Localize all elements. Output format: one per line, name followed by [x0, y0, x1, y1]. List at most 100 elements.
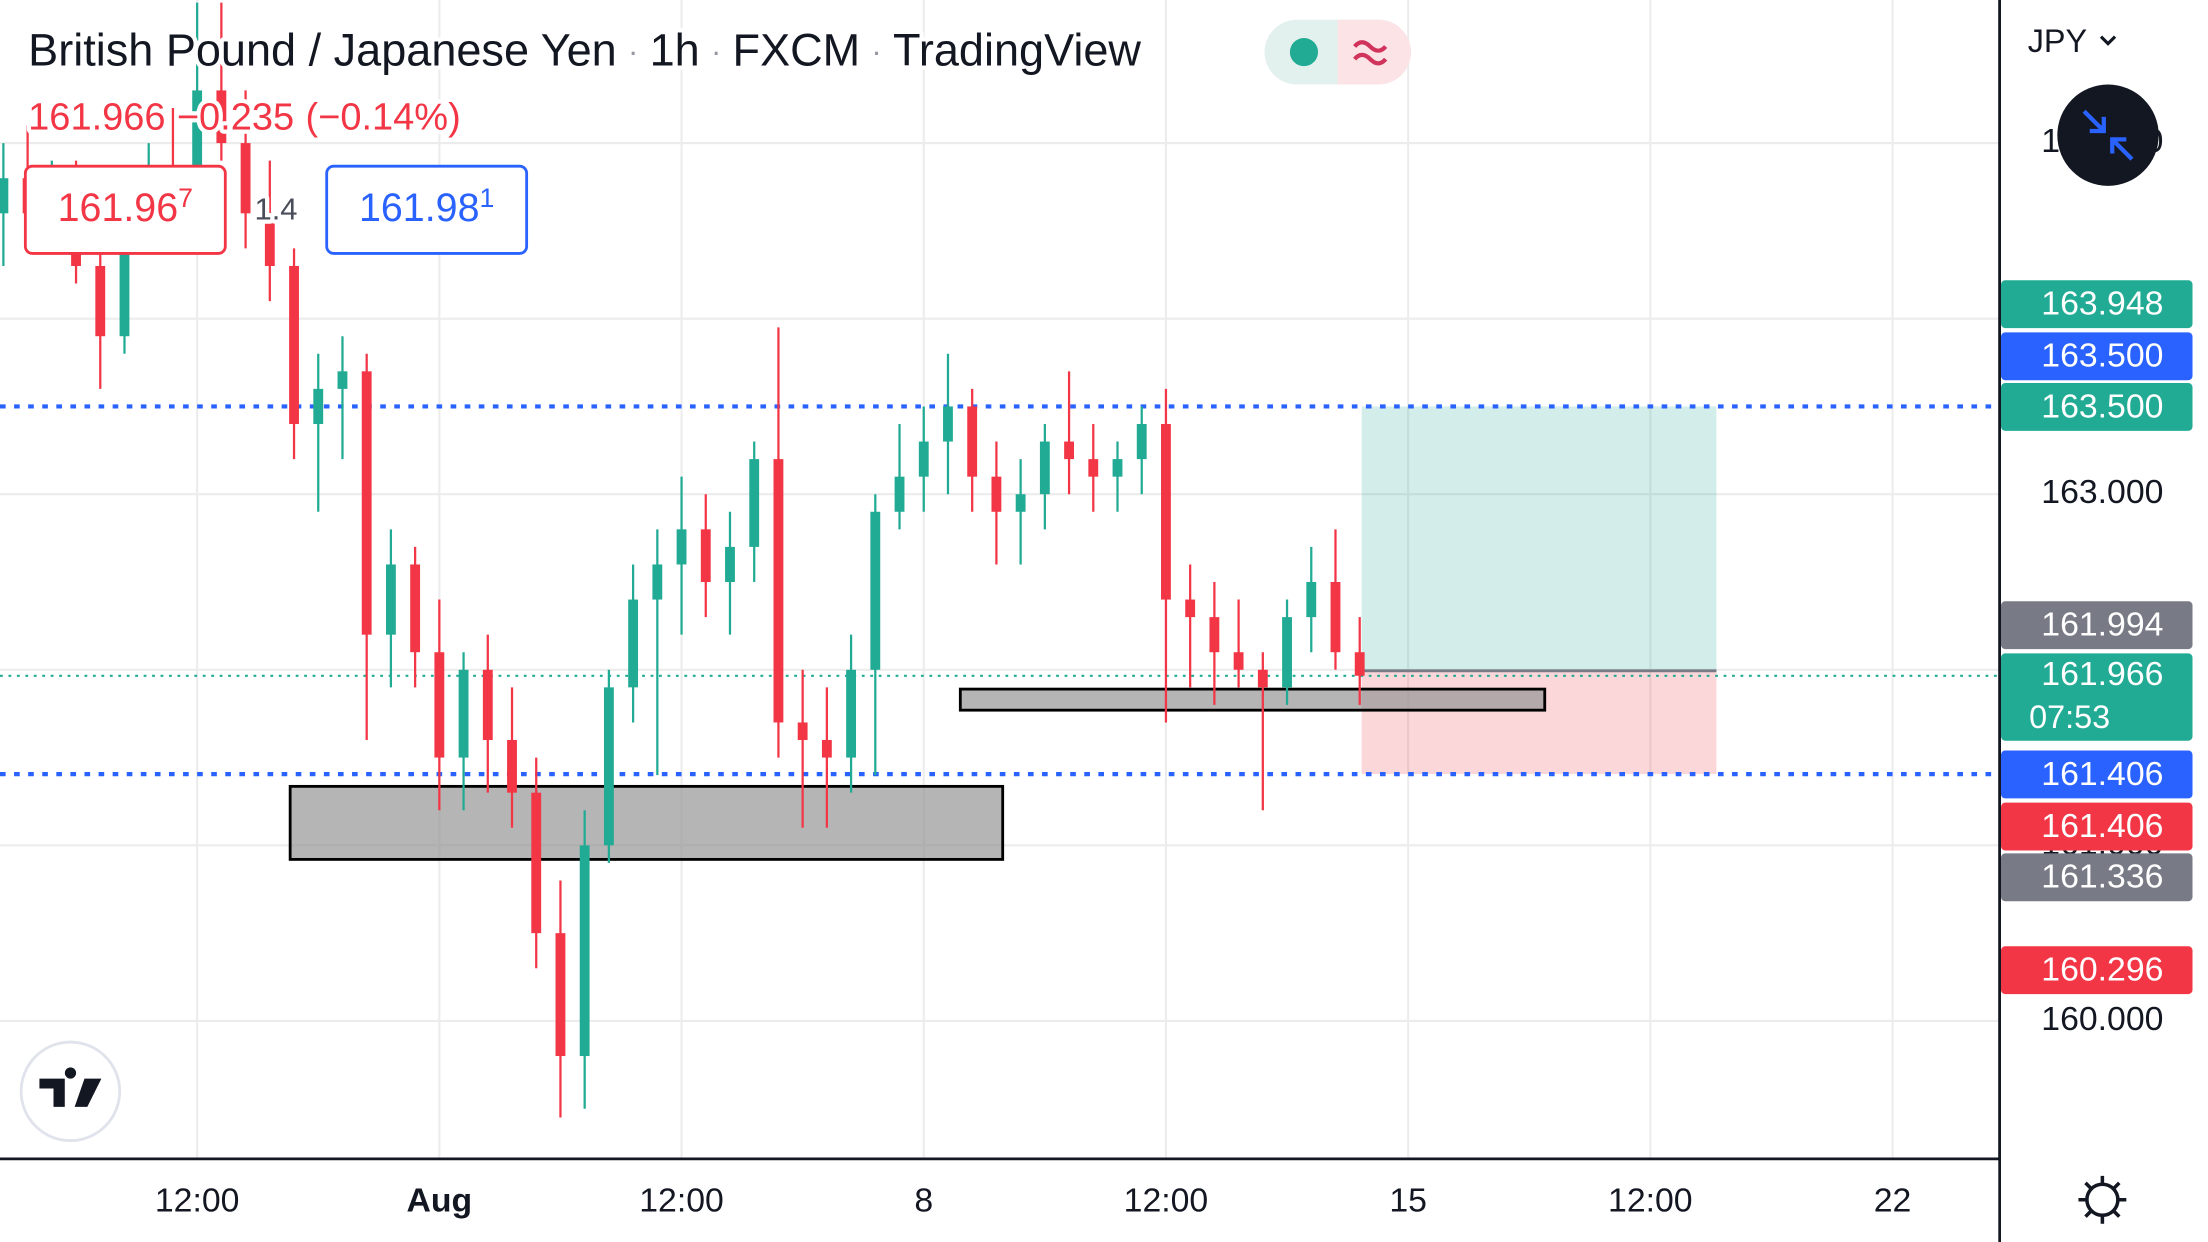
candle-body [1257, 669, 1268, 688]
zone-box [288, 784, 1005, 861]
x-tick-label: 12:00 [155, 1181, 240, 1219]
candle-body [434, 652, 445, 758]
change: −0.235 [177, 97, 294, 139]
candle-body [482, 669, 493, 741]
candle-body [337, 371, 348, 389]
price-label: 161.406 [2041, 755, 2163, 793]
time-scale-bg [0, 1160, 1999, 1242]
buy-price-main: 161.98 [359, 187, 480, 231]
candle-body [797, 722, 808, 741]
candle-body [1209, 617, 1220, 653]
price-label: 161.336 [2041, 858, 2163, 896]
candle-body [603, 687, 614, 846]
y-tick-label: 163.000 [2041, 473, 2163, 511]
header-part: TradingView [893, 24, 1141, 75]
candle-body [289, 265, 299, 424]
price-change: 161.966 −0.235 (−0.14%) [28, 97, 461, 139]
x-tick-label: 12:00 [1608, 1181, 1693, 1219]
spread: 1.4 [254, 191, 297, 226]
price-label: 160.296 [2041, 951, 2163, 989]
price-label-countdown: 07:53 [2029, 699, 2110, 735]
candle-body [240, 143, 251, 214]
settings-teeth [2078, 1175, 2127, 1224]
candle-body [1112, 459, 1123, 477]
price-label: 161.966 [2041, 655, 2163, 693]
x-tick-label: 8 [914, 1181, 933, 1219]
candle-body [313, 388, 324, 424]
candle-body [1306, 582, 1317, 618]
header-part: British Pound / Japanese Yen [28, 24, 617, 75]
candle-body [555, 933, 566, 1057]
price-label: 163.500 [2041, 387, 2163, 425]
candle-body [1015, 494, 1026, 512]
x-tick-label: 22 [1874, 1181, 1912, 1219]
last-price: 161.966 [28, 97, 165, 139]
header-separator: · [871, 34, 881, 69]
candle-body [676, 529, 687, 565]
header-part: 1h [650, 24, 700, 75]
sell-price: 161.967 [58, 183, 193, 231]
candle-body [410, 564, 421, 653]
buy-price: 161.981 [359, 183, 494, 231]
drawings [0, 404, 2000, 861]
y-tick-label: 160.000 [2041, 1000, 2163, 1038]
candle-body [943, 406, 953, 442]
candle-body [1185, 599, 1196, 618]
buy-price-pip: 1 [479, 183, 494, 213]
position-loss [1361, 670, 1717, 775]
position-profit [1361, 406, 1717, 671]
price-label-bg [2001, 853, 2193, 902]
candle-body [773, 459, 784, 723]
candle-body [1330, 582, 1341, 653]
x-tick-label: Aug [407, 1181, 473, 1219]
candle-body [579, 845, 590, 1057]
candle-body [967, 406, 978, 477]
candle-body [1064, 441, 1074, 460]
candle-body [749, 459, 760, 547]
candle-body [894, 476, 905, 512]
collapse-icon [2082, 109, 2134, 161]
candle-body [458, 669, 469, 758]
wave-icon [1353, 40, 1388, 66]
candle-body [1354, 652, 1365, 676]
zone-box [958, 687, 1547, 712]
candle-body [846, 669, 857, 758]
price-label-bg [2001, 332, 2193, 381]
sell-button[interactable] [23, 164, 227, 255]
price-label: 163.948 [2041, 284, 2163, 322]
candle-body [821, 740, 832, 758]
buy-button[interactable] [325, 164, 529, 255]
candle-body [0, 178, 9, 214]
candle-body [918, 441, 929, 477]
candle-body [1161, 423, 1171, 600]
candle-body [991, 476, 1002, 512]
price-label-bg [2001, 653, 2193, 741]
x-tick-label: 12:00 [639, 1181, 724, 1219]
market-open-dot [1289, 38, 1319, 67]
candle-body [119, 230, 130, 337]
candle-body [361, 371, 372, 635]
sell-price-pip: 7 [178, 183, 193, 213]
logo-button[interactable] [19, 1040, 122, 1143]
candle-body [531, 792, 542, 934]
currency-selector[interactable]: JPY [2028, 23, 2087, 59]
price-label: 161.406 [2041, 807, 2163, 845]
candle-body [264, 213, 275, 266]
price-label: 161.994 [2041, 606, 2163, 644]
candle-body [1282, 617, 1292, 688]
x-tick-label: 15 [1389, 1181, 1427, 1219]
sell-price-main: 161.96 [58, 187, 179, 231]
collapse-button[interactable] [2057, 84, 2159, 186]
price-label-bg [2001, 802, 2193, 851]
candle-body [1136, 423, 1147, 460]
status-pill-right [1337, 19, 1411, 85]
price-label-bg [2001, 280, 2193, 329]
logo-icon [39, 1067, 102, 1107]
header-part: FXCM [733, 24, 861, 75]
chart-header: British Pound / Japanese Yen · 1h · FXCM · Tra… [28, 24, 1141, 75]
change-percent: (−0.14%) [305, 97, 460, 139]
